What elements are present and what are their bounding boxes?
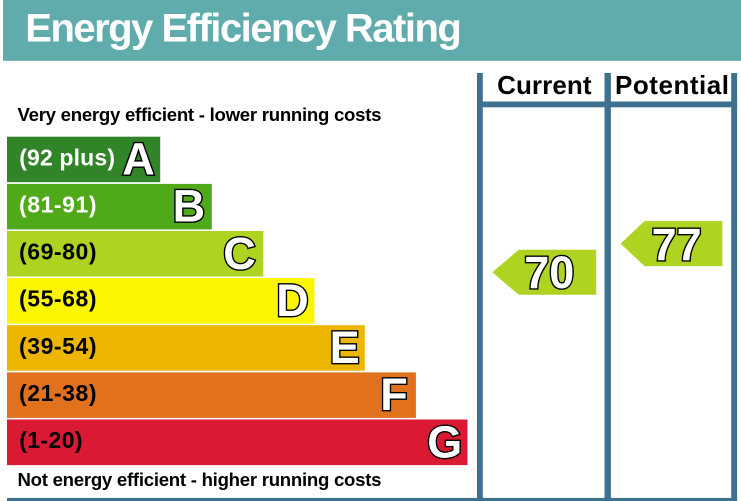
svg-text:(39-54): (39-54) (19, 333, 97, 359)
svg-text:(69-80): (69-80) (19, 239, 97, 265)
svg-text:D: D (276, 275, 309, 326)
svg-text:E: E (330, 322, 360, 373)
svg-text:70: 70 (524, 247, 574, 298)
svg-text:(21-38): (21-38) (19, 380, 97, 406)
svg-text:(55-68): (55-68) (19, 286, 97, 312)
svg-text:F: F (380, 369, 408, 420)
svg-text:Potential: Potential (615, 70, 729, 100)
svg-text:B: B (173, 181, 206, 232)
svg-text:Not energy efficient - higher: Not energy efficient - higher running co… (18, 469, 382, 490)
svg-text:G: G (427, 416, 462, 467)
svg-text:(92 plus): (92 plus) (19, 144, 115, 170)
svg-text:(1-20): (1-20) (19, 427, 82, 453)
svg-text:(81-91): (81-91) (19, 192, 97, 218)
svg-text:77: 77 (652, 219, 702, 270)
svg-text:Energy Efficiency Rating: Energy Efficiency Rating (25, 6, 462, 50)
svg-text:Current: Current (497, 70, 592, 100)
svg-text:C: C (223, 228, 256, 279)
svg-text:A: A (122, 134, 155, 185)
svg-text:Very energy efficient - lower: Very energy efficient - lower running co… (18, 104, 382, 125)
